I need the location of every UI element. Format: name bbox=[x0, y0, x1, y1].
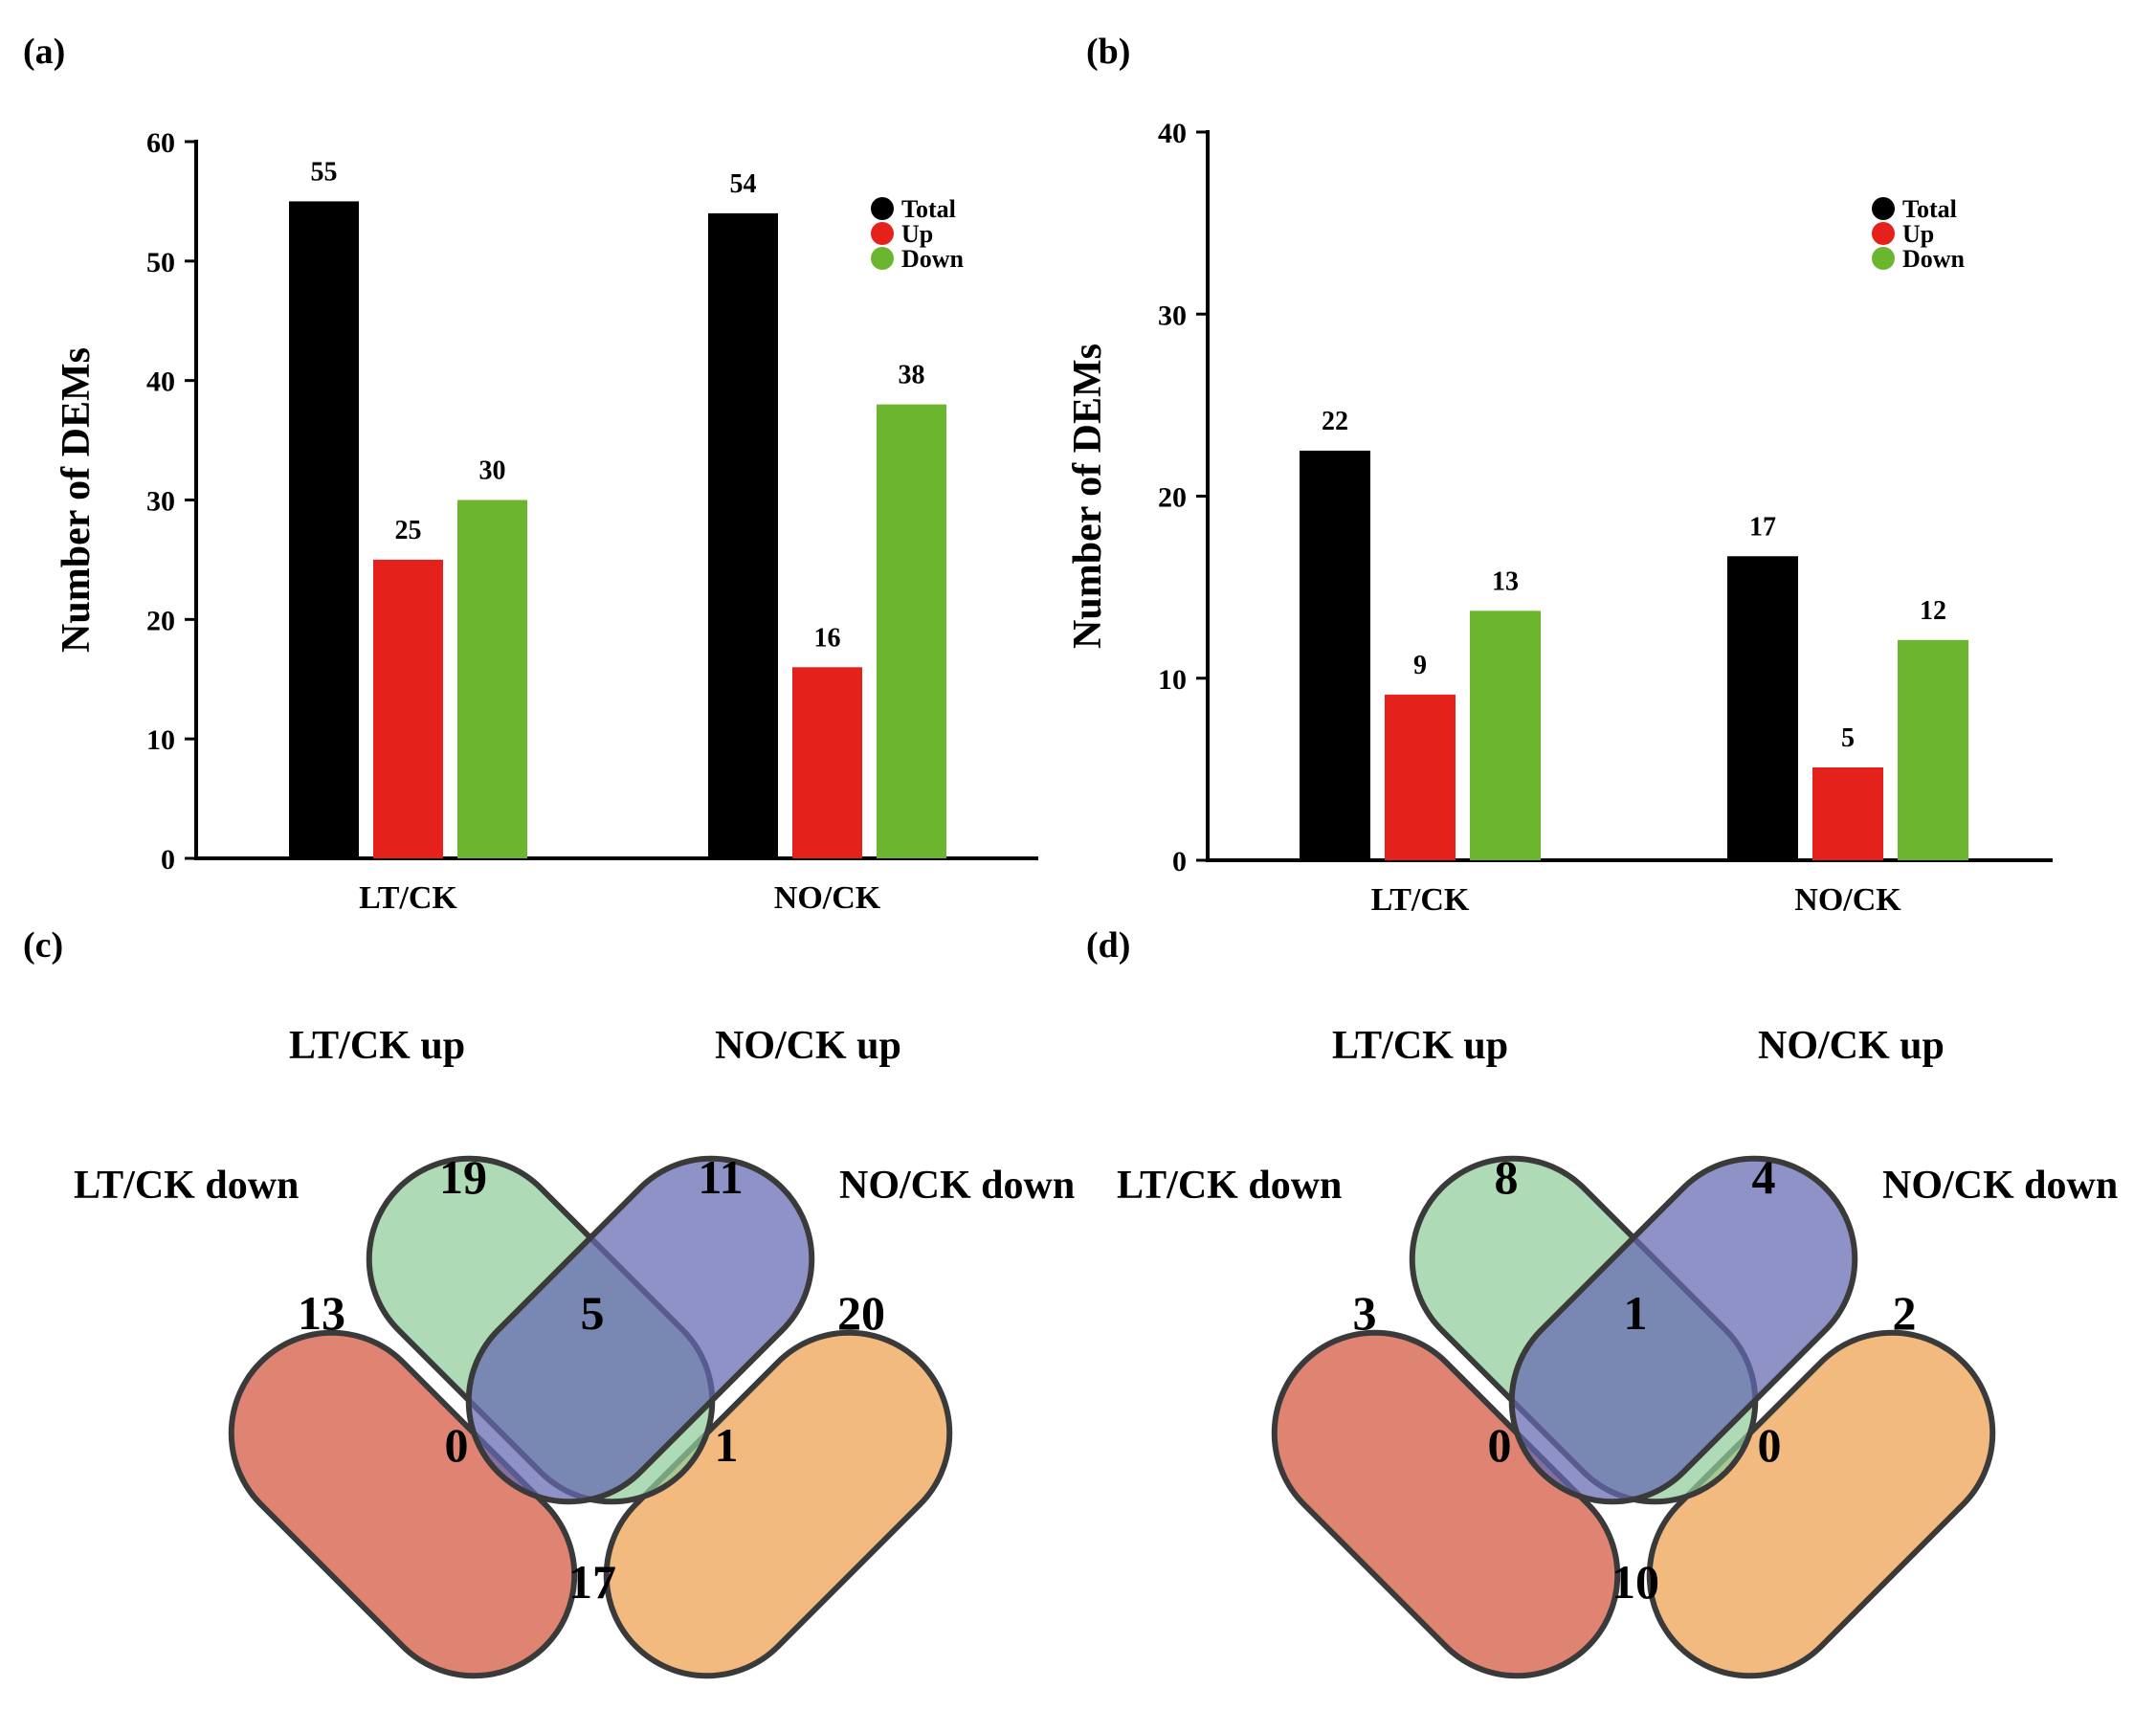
y-tick-label: 20 bbox=[146, 605, 175, 636]
x-category-label: LT/CK bbox=[359, 880, 457, 916]
bar-down bbox=[1898, 639, 1968, 860]
y-tick-label: 60 bbox=[146, 127, 175, 159]
panel-label-c: (c) bbox=[23, 925, 63, 966]
bar-chart-a: 0 10 20 30 40 50 60 Number of DEMs 55 25 30 LT/CK 54… bbox=[55, 127, 1038, 916]
bar-total bbox=[1727, 556, 1798, 860]
venn-count-up-both: 5 bbox=[581, 1286, 605, 1340]
data-label: 55 bbox=[311, 157, 338, 187]
y-axis-title: Number of DEMs bbox=[55, 347, 99, 653]
venn-count-lt-down-only: 3 bbox=[1353, 1286, 1377, 1340]
y-tick-label: 20 bbox=[1158, 482, 1187, 514]
venn-count-lt-down-lt-up: 0 bbox=[445, 1418, 469, 1472]
data-label: 17 bbox=[1749, 512, 1776, 542]
legend-marker-up bbox=[871, 222, 894, 245]
venn-count-no-up-only: 11 bbox=[698, 1150, 743, 1204]
bar-total bbox=[289, 201, 359, 858]
legend-marker-down bbox=[1872, 247, 1895, 270]
venn-count-no-up-only: 4 bbox=[1752, 1150, 1776, 1204]
data-label: 12 bbox=[1920, 596, 1946, 626]
y-tick-label: 40 bbox=[1158, 118, 1187, 149]
bar-up bbox=[373, 559, 443, 858]
venn-count-no-down-only: 2 bbox=[1893, 1286, 1917, 1340]
bar-up bbox=[792, 667, 862, 858]
bar-up bbox=[1385, 694, 1456, 860]
data-label: 30 bbox=[479, 456, 506, 486]
y-tick-label: 30 bbox=[146, 486, 175, 518]
venn-count-downs-both: 10 bbox=[1611, 1555, 1659, 1609]
y-tick-label: 0 bbox=[1172, 846, 1187, 877]
bar-up bbox=[1812, 766, 1883, 860]
y-tick-label: 0 bbox=[161, 844, 175, 876]
bar-down bbox=[877, 404, 946, 858]
y-tick-label: 10 bbox=[1158, 664, 1187, 696]
venn-count-lt-down-only: 13 bbox=[298, 1286, 345, 1340]
bar-chart-b: 0 10 20 30 40 Number of DEMs 22 9 13 LT/CK 17 5 12 NO… bbox=[1066, 118, 2053, 918]
y-tick-label: 50 bbox=[146, 247, 175, 278]
legend-marker-down bbox=[871, 247, 894, 270]
y-axis-title: Number of DEMs bbox=[1066, 344, 1110, 649]
x-category-label: NO/CK bbox=[774, 880, 881, 916]
data-label: 13 bbox=[1492, 566, 1519, 596]
panel-label-b: (b) bbox=[1086, 32, 1130, 72]
venn-set-label: LT/CK down bbox=[74, 1164, 299, 1208]
panel-label-a: (a) bbox=[23, 32, 65, 72]
bar-down bbox=[457, 500, 527, 858]
venn-set-label: LT/CK down bbox=[1117, 1164, 1342, 1208]
x-category-label: NO/CK bbox=[1794, 882, 1901, 918]
venn-count-up-both: 1 bbox=[1624, 1286, 1648, 1340]
venn-set-label: NO/CK down bbox=[1882, 1164, 2118, 1208]
venn-set-label: NO/CK up bbox=[715, 1024, 901, 1068]
y-tick-label: 10 bbox=[146, 724, 175, 756]
legend-label: Total bbox=[901, 195, 956, 223]
legend-marker-up bbox=[1872, 222, 1895, 245]
venn-count-lt-down-lt-up: 0 bbox=[1488, 1418, 1512, 1472]
data-label: 9 bbox=[1413, 651, 1427, 680]
data-label: 16 bbox=[814, 623, 841, 653]
legend-label: Down bbox=[1902, 245, 1966, 273]
panel-label-d: (d) bbox=[1086, 925, 1130, 966]
bar-down bbox=[1470, 611, 1541, 860]
bar-total bbox=[1300, 450, 1370, 860]
venn-set-label: NO/CK up bbox=[1758, 1024, 1945, 1068]
legend-label: Up bbox=[901, 220, 933, 248]
venn-count-no-down-only: 20 bbox=[837, 1286, 885, 1340]
legend-label: Total bbox=[1902, 195, 1957, 223]
data-label: 25 bbox=[395, 516, 422, 545]
venn-diagram-d: LT/CK up NO/CK up LT/CK down NO/CK down 8 4 3 2… bbox=[1117, 1024, 2118, 1679]
legend-label: Up bbox=[1902, 220, 1934, 248]
venn-set-label: LT/CK up bbox=[1332, 1024, 1508, 1068]
data-label: 38 bbox=[899, 361, 925, 390]
legend-marker-total bbox=[871, 197, 894, 220]
data-label: 54 bbox=[730, 169, 757, 199]
data-label: 5 bbox=[1841, 723, 1855, 753]
data-label: 22 bbox=[1322, 407, 1348, 436]
legend-label: Down bbox=[901, 245, 965, 273]
venn-count-no-up-no-down: 0 bbox=[1758, 1418, 1782, 1472]
venn-count-no-up-no-down: 1 bbox=[715, 1418, 739, 1472]
x-category-label: LT/CK bbox=[1371, 882, 1470, 918]
bar-total bbox=[708, 212, 778, 858]
venn-count-downs-both: 17 bbox=[568, 1555, 616, 1609]
venn-count-lt-up-only: 8 bbox=[1495, 1150, 1519, 1204]
y-tick-label: 30 bbox=[1158, 300, 1187, 331]
venn-set-no-up bbox=[1508, 1155, 1858, 1505]
venn-set-no-up bbox=[465, 1155, 815, 1505]
y-tick-label: 40 bbox=[146, 366, 175, 398]
venn-count-lt-up-only: 19 bbox=[439, 1150, 487, 1204]
venn-set-label: NO/CK down bbox=[839, 1164, 1075, 1208]
venn-set-label: LT/CK up bbox=[289, 1024, 465, 1068]
legend-marker-total bbox=[1872, 197, 1895, 220]
